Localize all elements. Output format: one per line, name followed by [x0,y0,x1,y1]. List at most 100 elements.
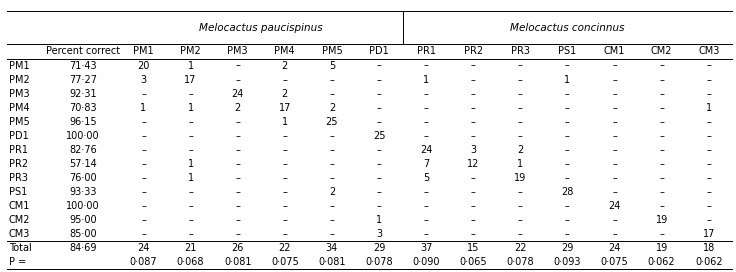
Text: 29: 29 [373,243,385,253]
Text: –: – [236,117,240,127]
Text: 0·081: 0·081 [224,257,252,267]
Text: CM3: CM3 [9,229,30,239]
Text: 0·093: 0·093 [553,257,581,267]
Text: 1: 1 [282,117,288,127]
Text: –: – [236,201,240,211]
Text: –: – [471,75,475,85]
Text: –: – [471,215,475,225]
Text: –: – [565,159,570,169]
Text: –: – [377,187,381,197]
Text: –: – [518,117,523,127]
Text: 24: 24 [609,201,620,211]
Text: –: – [612,89,617,99]
Text: PR2: PR2 [9,159,28,169]
Text: 1: 1 [517,159,523,169]
Text: 5: 5 [329,61,335,70]
Text: –: – [377,89,381,99]
Text: 2: 2 [329,103,335,113]
Text: 95·00: 95·00 [69,215,96,225]
Text: PR3: PR3 [511,47,530,57]
Text: 57·14: 57·14 [69,159,96,169]
Text: –: – [707,187,711,197]
Text: CM1: CM1 [604,47,626,57]
Text: 2: 2 [517,145,523,155]
Text: PR3: PR3 [9,173,28,183]
Text: 24: 24 [138,243,149,253]
Text: 76·00: 76·00 [69,173,96,183]
Text: –: – [424,131,428,141]
Text: –: – [188,187,193,197]
Text: 82·76: 82·76 [69,145,96,155]
Text: –: – [612,61,617,70]
Text: –: – [377,145,381,155]
Text: PD1: PD1 [369,47,389,57]
Text: –: – [283,131,287,141]
Text: –: – [518,103,523,113]
Text: 1: 1 [423,75,429,85]
Text: 0·075: 0·075 [271,257,299,267]
Text: –: – [236,215,240,225]
Text: –: – [707,131,711,141]
Text: –: – [659,173,664,183]
Text: –: – [188,229,193,239]
Text: PM3: PM3 [9,89,29,99]
Text: –: – [283,75,287,85]
Text: –: – [377,201,381,211]
Text: –: – [659,145,664,155]
Text: –: – [612,173,617,183]
Text: 20: 20 [138,61,149,70]
Text: 28: 28 [562,187,573,197]
Text: P =: P = [9,257,26,267]
Text: –: – [612,103,617,113]
Text: 24: 24 [609,243,620,253]
Text: –: – [141,187,146,197]
Text: –: – [283,215,287,225]
Text: 3: 3 [376,229,382,239]
Text: –: – [612,117,617,127]
Text: –: – [188,145,193,155]
Text: 0·081: 0·081 [318,257,346,267]
Text: PM5: PM5 [9,117,29,127]
Text: PR2: PR2 [464,47,483,57]
Text: 0·075: 0·075 [601,257,629,267]
Text: 96·15: 96·15 [69,117,96,127]
Text: –: – [612,187,617,197]
Text: –: – [236,173,240,183]
Text: –: – [471,61,475,70]
Text: –: – [141,117,146,127]
Text: 0·078: 0·078 [506,257,534,267]
Text: –: – [471,187,475,197]
Text: 70·83: 70·83 [69,103,96,113]
Text: 0·062: 0·062 [648,257,676,267]
Text: PS1: PS1 [559,47,576,57]
Text: Melocactus paucispinus: Melocactus paucispinus [199,23,323,33]
Text: –: – [612,75,617,85]
Text: –: – [707,61,711,70]
Text: –: – [612,229,617,239]
Text: –: – [141,173,146,183]
Text: –: – [565,145,570,155]
Text: 15: 15 [467,243,479,253]
Text: 12: 12 [467,159,479,169]
Text: –: – [283,229,287,239]
Text: 1: 1 [188,61,194,70]
Text: –: – [424,201,428,211]
Text: 1: 1 [706,103,712,113]
Text: 18: 18 [703,243,715,253]
Text: –: – [565,131,570,141]
Text: –: – [518,215,523,225]
Text: –: – [283,201,287,211]
Text: –: – [236,131,240,141]
Text: –: – [471,89,475,99]
Text: –: – [283,145,287,155]
Text: Melocactus concinnus: Melocactus concinnus [510,23,625,33]
Text: –: – [659,187,664,197]
Text: –: – [377,61,381,70]
Text: –: – [518,131,523,141]
Text: –: – [424,103,428,113]
Text: 77·27: 77·27 [69,75,97,85]
Text: 22: 22 [278,243,291,253]
Text: –: – [330,201,334,211]
Text: –: – [471,201,475,211]
Text: 93·33: 93·33 [69,187,96,197]
